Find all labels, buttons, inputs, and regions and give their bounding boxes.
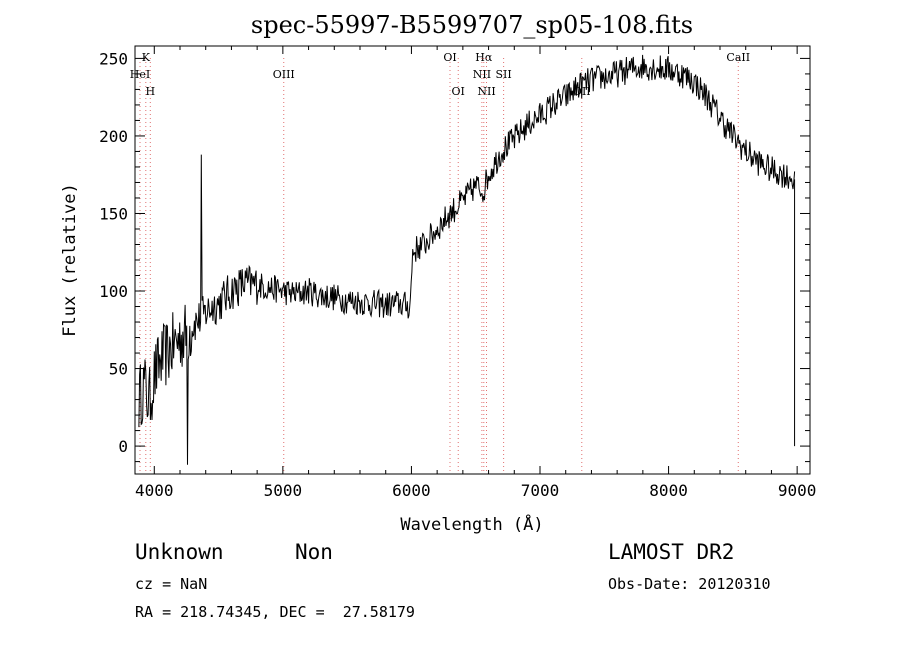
plot-frame xyxy=(134,45,811,475)
x-tick-label: 6000 xyxy=(392,481,431,500)
y-tick-label: 100 xyxy=(99,282,128,301)
y-tick-label: 150 xyxy=(99,204,128,223)
object-class: Unknown xyxy=(135,540,224,564)
y-tick-label: 200 xyxy=(99,127,128,146)
spectral-line-label: K xyxy=(142,51,151,64)
spectral-line-label: NII xyxy=(473,68,491,81)
spectral-line-label: OIII xyxy=(273,68,295,81)
spectral-line-label: CaII xyxy=(726,51,750,64)
spectral-line-label: Hα xyxy=(475,51,493,64)
object-subclass: Non xyxy=(295,540,333,564)
y-tick-label: 250 xyxy=(99,49,128,68)
chart-title: spec-55997-B5599707_sp05-108.fits xyxy=(251,11,693,39)
x-tick-label: 9000 xyxy=(778,481,817,500)
spectral-line-label: NII xyxy=(477,85,495,98)
redshift-cz: cz = NaN xyxy=(135,575,208,593)
spectrum-series-layer xyxy=(138,54,796,465)
spectral-line-label: OI xyxy=(443,51,456,64)
spectral-line-label: H xyxy=(146,85,156,98)
survey-name: LAMOST DR2 xyxy=(608,540,735,564)
spectral-line-label: SII xyxy=(495,68,511,81)
observation-date: Obs-Date: 20120310 xyxy=(608,575,771,593)
y-tick-label: 0 xyxy=(118,437,128,456)
spectrum-line xyxy=(138,54,796,465)
ra-dec-coordinates: RA = 218.74345, DEC = 27.58179 xyxy=(135,603,415,621)
y-tick-label: 50 xyxy=(109,360,128,379)
y-axis-label: Flux (relative) xyxy=(60,183,80,337)
spectral-line-label: HeI xyxy=(130,68,150,81)
x-tick-label: 5000 xyxy=(264,481,303,500)
x-tick-label: 7000 xyxy=(521,481,560,500)
x-axis-label: Wavelength (Å) xyxy=(400,513,543,535)
x-tick-label: 4000 xyxy=(135,481,174,500)
spectral-line-label: OI xyxy=(452,85,465,98)
axes-layer: 4000 5000 6000 7000 8000 9000 0 50 100 150 200 250 xyxy=(99,46,816,500)
x-tick-label: 8000 xyxy=(649,481,688,500)
